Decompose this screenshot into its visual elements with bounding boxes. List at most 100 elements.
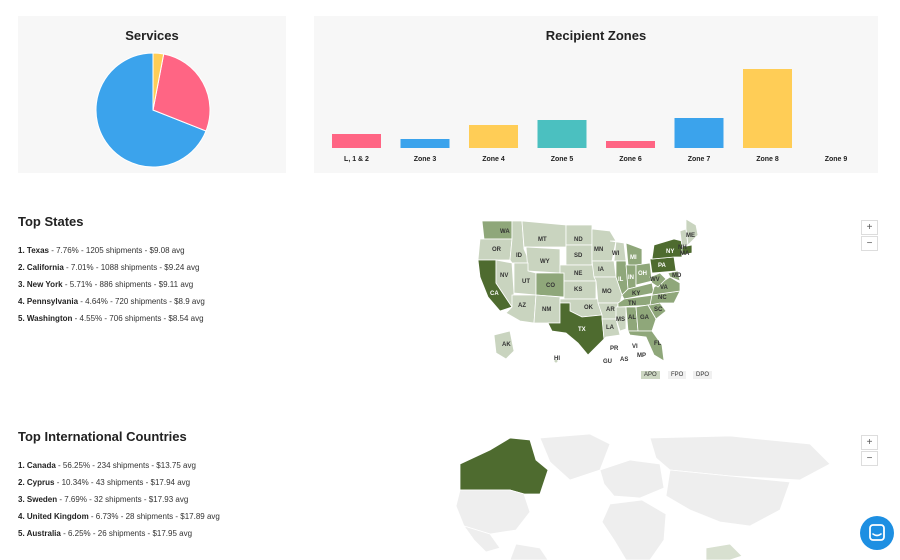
state-label: NC: [658, 295, 667, 301]
state-label: WI: [612, 251, 620, 257]
list-item: 4. Pennsylvania - 4.64% - 720 shipments …: [18, 297, 205, 306]
world-countries-map[interactable]: [430, 430, 850, 560]
recipient-zones-card: Recipient Zones L, 1 & 2 Zone 3 Zone 4 Zone…: [314, 16, 878, 173]
country-europe: [599, 459, 665, 499]
territory-label: AS: [620, 357, 629, 363]
military-dpo[interactable]: DPO: [693, 371, 713, 379]
list-item: 2. California - 7.01% - 1088 shipments -…: [18, 263, 200, 272]
state-label: NM: [542, 307, 551, 313]
state-label: OR: [492, 247, 502, 253]
state-label: PA: [658, 263, 667, 269]
state-label: IA: [598, 267, 605, 273]
bar-6[interactable]: [743, 69, 792, 148]
state-label: IN: [628, 275, 634, 281]
state-label: FL: [654, 341, 662, 347]
country-russia: [649, 435, 831, 481]
state-ga: [635, 304, 657, 332]
list-item: 3. New York - 5.71% - 886 shipments - $9…: [18, 280, 194, 289]
top-countries-title: Top International Countries: [18, 429, 187, 444]
territory-label: GU: [603, 359, 612, 365]
country-south-america: [509, 543, 549, 560]
bar-category-label: Zone 6: [619, 156, 642, 163]
bar-2[interactable]: [469, 125, 518, 148]
state-label: SD: [574, 253, 583, 259]
country-australia: [705, 543, 743, 560]
bar-0[interactable]: [332, 134, 381, 148]
state-label: NV: [500, 273, 508, 279]
state-label: MN: [594, 247, 603, 253]
country-asia: [665, 469, 791, 527]
bar-5[interactable]: [674, 118, 724, 148]
bar-category-label: Zone 5: [551, 156, 574, 163]
state-wv: [649, 272, 667, 288]
bar-category-label: Zone 8: [756, 156, 779, 163]
state-hi: [554, 359, 558, 363]
territory-label: VI: [632, 344, 638, 350]
military-apo[interactable]: APO: [641, 371, 660, 379]
state-va: [651, 276, 681, 296]
pie-slice-0[interactable]: [95, 52, 207, 168]
state-me: [685, 218, 699, 246]
state-label: AK: [502, 342, 511, 348]
state-label: MA: [680, 251, 690, 257]
state-label: GA: [640, 315, 650, 321]
state-label: KY: [632, 291, 640, 297]
pie-slice-2[interactable]: [152, 52, 165, 111]
state-label: MT: [538, 237, 547, 243]
bar-3[interactable]: [537, 120, 587, 148]
list-item: 5. Australia - 6.25% - 26 shipments - $1…: [18, 529, 193, 538]
bar-4[interactable]: [606, 141, 655, 148]
state-label: MO: [602, 289, 612, 295]
list-item: 5. Washington - 4.55% - 706 shipments - …: [18, 314, 204, 323]
state-ms: [615, 306, 627, 332]
military-fpo[interactable]: FPO: [668, 371, 687, 379]
state-label: WA: [500, 229, 510, 235]
bar-category-label: Zone 3: [414, 156, 437, 163]
state-label: ND: [574, 237, 583, 243]
state-ak: [493, 330, 515, 360]
state-label: CA: [490, 291, 499, 297]
services-pie-chart: [95, 52, 211, 168]
recipient-zones-title: Recipient Zones: [545, 28, 647, 43]
us-map-zoom-out-button[interactable]: −: [861, 236, 878, 251]
state-label: ID: [516, 253, 523, 259]
country-mexico: [462, 525, 501, 553]
state-fl: [627, 330, 665, 362]
world-map-zoom-out-button[interactable]: −: [861, 451, 878, 466]
top-states-list: 1. Texas - 7.76% - 1205 shipments - $9.0…: [18, 242, 205, 327]
us-map-zoom-in-button[interactable]: +: [861, 220, 878, 235]
bar-category-label: L, 1 & 2: [344, 156, 369, 163]
us-states-map[interactable]: WA OR CA ID NV MT WY UT AZ CO NM ND SD N…: [470, 215, 720, 365]
state-label: AR: [606, 307, 615, 313]
bar-category-label: Zone 9: [825, 156, 848, 163]
state-label: MI: [630, 255, 637, 261]
recipient-zones-bar-chart: L, 1 & 2 Zone 3 Zone 4 Zone 5 Zone 6 Zone 7 Zo…: [332, 69, 848, 163]
pie-slice-1[interactable]: [152, 53, 211, 132]
state-label: OH: [638, 271, 647, 277]
top-states-title: Top States: [18, 214, 84, 229]
services-card: Services: [18, 16, 286, 173]
state-label: ME: [686, 233, 695, 239]
state-label: HI: [554, 356, 560, 362]
country-africa: [601, 499, 667, 560]
list-item: 1. Canada - 56.25% - 234 shipments - $13…: [18, 461, 196, 470]
state-label: IL: [618, 277, 624, 283]
top-countries-list: 1. Canada - 56.25% - 234 shipments - $13…: [18, 457, 220, 542]
state-label: NH: [678, 245, 687, 251]
world-map-zoom-in-button[interactable]: +: [861, 435, 878, 450]
state-label: MD: [672, 273, 682, 279]
territory-label: PR: [610, 346, 619, 352]
state-label: WY: [540, 259, 550, 265]
bar-category-label: Zone 4: [482, 156, 505, 163]
list-item: 2. Cyprus - 10.34% - 43 shipments - $17.…: [18, 478, 191, 487]
state-label: TX: [578, 327, 586, 333]
state-label: TN: [628, 301, 636, 307]
state-mn: [591, 228, 617, 262]
state-label: AL: [628, 315, 636, 321]
state-label: LA: [606, 325, 615, 331]
bar-1[interactable]: [400, 139, 450, 148]
state-label: UT: [522, 279, 530, 285]
state-label: KS: [574, 287, 582, 293]
state-label: VA: [660, 285, 669, 291]
chat-launcher-button[interactable]: [860, 516, 894, 550]
